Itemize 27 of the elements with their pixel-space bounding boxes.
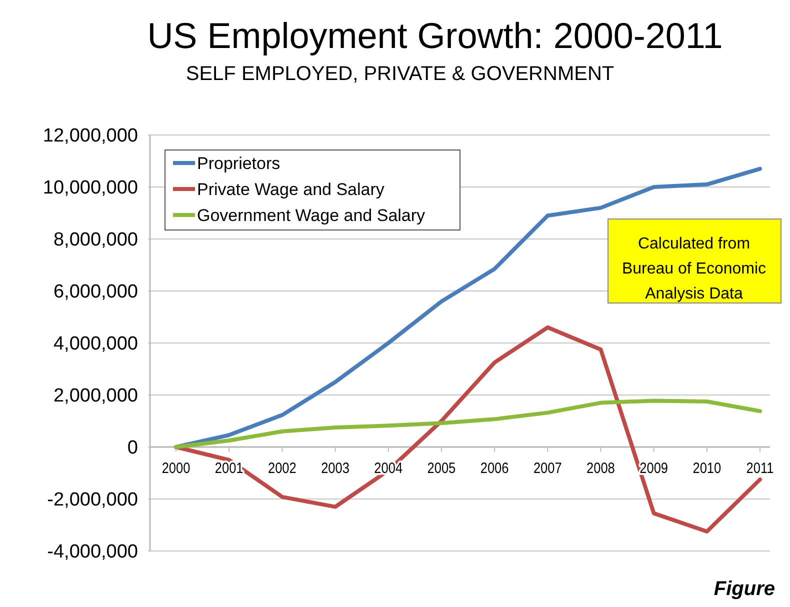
text: Figure xyxy=(714,578,775,600)
x-tick-label: 2007 xyxy=(533,458,562,476)
y-tick-label: 4,000,000 xyxy=(53,334,138,355)
y-tick-label: 6,000,000 xyxy=(53,282,138,303)
y-tick-label: 0 xyxy=(127,438,138,459)
legend-label: Government Wage and Salary xyxy=(197,206,426,225)
x-tick-label: 2010 xyxy=(692,458,722,476)
x-tick-label: 2011 xyxy=(746,458,774,476)
x-tick-label: 2008 xyxy=(586,458,616,476)
y-tick-label: -2,000,000 xyxy=(47,490,138,511)
x-tick-label: 2002 xyxy=(268,458,297,476)
y-tick-label: 10,000,000 xyxy=(42,178,138,199)
x-tick-label: 2000 xyxy=(162,458,190,476)
x-tick-label: 2003 xyxy=(321,458,350,476)
chart-subtitle: SELF EMPLOYED, PRIVATE & GOVERNMENT xyxy=(186,63,614,85)
y-tick-label: 2,000,000 xyxy=(53,386,138,407)
x-tick-label: 2005 xyxy=(427,458,456,476)
chart-title: US Employment Growth: 2000-2011 xyxy=(147,15,723,56)
y-tick-label: 12,000,000 xyxy=(42,126,138,147)
legend-label: Proprietors xyxy=(197,154,280,173)
x-tick-label: 2006 xyxy=(480,458,509,476)
y-tick-label: -4,000,000 xyxy=(47,542,138,563)
legend-label: Private Wage and Salary xyxy=(197,180,385,199)
line-series xyxy=(174,398,762,449)
y-tick-label: 8,000,000 xyxy=(53,230,138,251)
x-tick-label: 2009 xyxy=(640,458,668,476)
annotation: Calculated from Bureau of Economic Analysis Data xyxy=(622,236,766,303)
